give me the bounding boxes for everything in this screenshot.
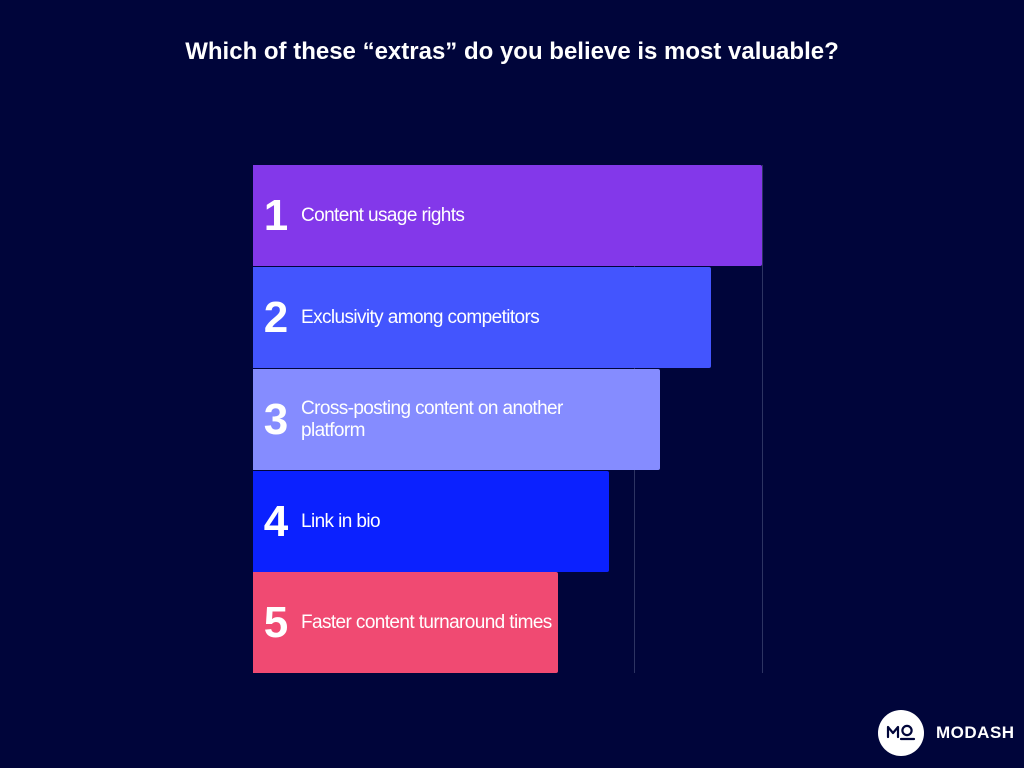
rank-number: 3 bbox=[263, 394, 289, 444]
modash-logo: MODASH bbox=[878, 710, 1015, 756]
bar-label: Faster content turnaround times bbox=[301, 611, 552, 633]
bar-label: Cross-posting content on another platfor… bbox=[301, 397, 563, 441]
bar-label: Exclusivity among competitors bbox=[301, 306, 540, 328]
bar-rank-5: 5 Faster content turnaround times bbox=[253, 572, 558, 673]
chart-title: Which of these “extras” do you believe i… bbox=[185, 38, 839, 65]
rank-number: 5 bbox=[263, 597, 289, 647]
bar-label: Link in bio bbox=[301, 510, 381, 532]
bar-rank-3: 3 Cross-posting content on another platf… bbox=[253, 369, 660, 470]
brand-name: MODASH bbox=[936, 723, 1015, 742]
bar-rank-4: 4 Link in bio bbox=[253, 471, 609, 572]
gridline bbox=[762, 165, 763, 673]
bar-rank-1: 1 Content usage rights bbox=[253, 165, 762, 266]
modash-logo-icon bbox=[878, 710, 924, 756]
rank-number: 2 bbox=[263, 292, 289, 342]
rank-number: 4 bbox=[263, 496, 289, 546]
bar-label: Content usage rights bbox=[301, 204, 465, 226]
rank-number: 1 bbox=[263, 190, 289, 240]
bar-rank-2: 2 Exclusivity among competitors bbox=[253, 267, 711, 368]
